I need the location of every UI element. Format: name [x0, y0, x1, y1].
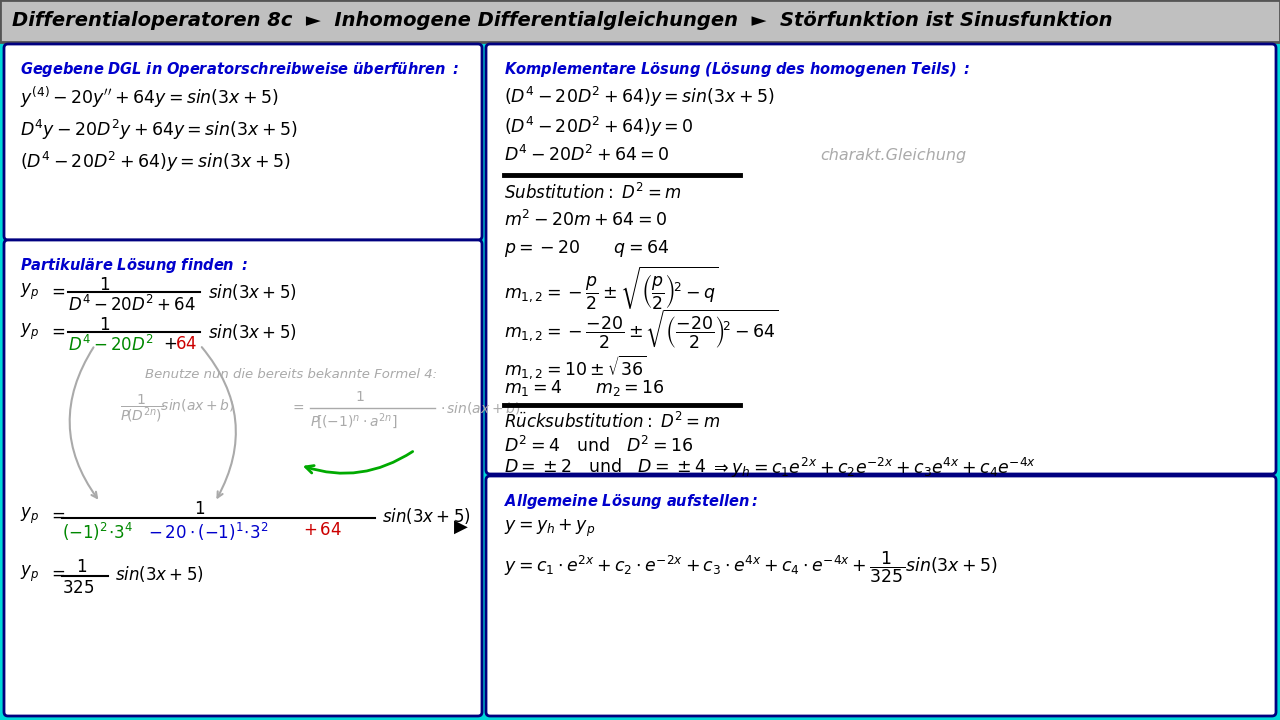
Text: $sin(3x+5)$: $sin(3x+5)$: [207, 322, 297, 342]
Text: $y_p$: $y_p$: [20, 282, 40, 302]
Text: $\left(D^4-20D^2+64\right)y=sin(3x+5)$: $\left(D^4-20D^2+64\right)y=sin(3x+5)$: [20, 150, 291, 174]
Text: $sin(3x+5)$: $sin(3x+5)$: [207, 282, 297, 302]
Text: $y_p$: $y_p$: [20, 322, 40, 342]
Text: $\left(D^4-20D^2+64\right)y=0$: $\left(D^4-20D^2+64\right)y=0$: [504, 115, 694, 139]
Text: $1$: $1$: [100, 316, 110, 334]
Text: $D^4-20D^2$: $D^4-20D^2$: [68, 335, 154, 355]
Text: $Substitution:\ D^2=m$: $Substitution:\ D^2=m$: [504, 183, 681, 203]
Text: $m_{1,2}=-\dfrac{-20}{2}\pm\sqrt{\left(\dfrac{-20}{2}\right)^{\!2}-64}$: $m_{1,2}=-\dfrac{-20}{2}\pm\sqrt{\left(\…: [504, 308, 778, 351]
Text: $\left(D^4-20D^2+64\right)y=sin(3x+5)$: $\left(D^4-20D^2+64\right)y=sin(3x+5)$: [504, 85, 774, 109]
Text: $\bfit{Komplementare\ L\ddot{o}sung\ (L\ddot{o}sung\ des\ homogenen\ Teils)\ :}$: $\bfit{Komplementare\ L\ddot{o}sung\ (L\…: [504, 60, 970, 80]
Text: $\bfit{Partikul\ddot{a}re\ L\ddot{o}sung\ finden\ :}$: $\bfit{Partikul\ddot{a}re\ L\ddot{o}sung…: [20, 256, 248, 276]
Text: $D^4-20D^2+64=0$: $D^4-20D^2+64=0$: [504, 145, 669, 165]
Text: $D^4-20D^2+64$: $D^4-20D^2+64$: [68, 295, 196, 315]
Text: $y_p$: $y_p$: [20, 564, 40, 584]
Text: $=$: $=$: [49, 564, 65, 582]
Text: $-\,20\cdot(-1)^1\!\cdot\!3^2$: $-\,20\cdot(-1)^1\!\cdot\!3^2$: [148, 521, 269, 543]
Text: $=$: $=$: [49, 322, 65, 340]
Text: $m_{1,2}=-\dfrac{p}{2}\pm\sqrt{\left(\dfrac{p}{2}\right)^{\!2}-q}$: $m_{1,2}=-\dfrac{p}{2}\pm\sqrt{\left(\df…: [504, 265, 718, 312]
Text: $D=\pm2\quad\mathrm{und}\quad D=\pm4$: $D=\pm2\quad\mathrm{und}\quad D=\pm4$: [504, 458, 707, 476]
FancyArrowPatch shape: [306, 451, 412, 473]
Text: Benutze nun die bereits bekannte Formel 4:: Benutze nun die bereits bekannte Formel …: [145, 368, 438, 381]
Text: $\bfit{Gegebene\ DGL\ in\ Operatorschreibweise\ \ddot{u}berf\ddot{u}hren\ :}$: $\bfit{Gegebene\ DGL\ in\ Operatorschrei…: [20, 60, 460, 80]
Text: $y=c_1\cdot e^{2x}+c_2\cdot e^{-2x}+c_3\cdot e^{4x}+c_4\cdot e^{-4x}+\dfrac{1}{3: $y=c_1\cdot e^{2x}+c_2\cdot e^{-2x}+c_3\…: [504, 550, 998, 585]
Text: $sin(3x+5)$: $sin(3x+5)$: [115, 564, 204, 584]
Text: $=$: $=$: [291, 400, 305, 414]
Text: $y=y_h+y_p$: $y=y_h+y_p$: [504, 518, 595, 539]
Text: $y_p$: $y_p$: [20, 506, 40, 526]
Text: $\cdot\,sin(ax+b)$: $\cdot\,sin(ax+b)$: [440, 400, 521, 416]
Text: $1$: $1$: [100, 276, 110, 294]
Text: $\blacktriangleright$: $\blacktriangleright$: [451, 518, 470, 536]
Text: $+\,64$: $+\,64$: [303, 521, 342, 539]
Text: $sin(3x+5)$: $sin(3x+5)$: [381, 506, 471, 526]
Text: $m_1=4\qquad m_2=16$: $m_1=4\qquad m_2=16$: [504, 378, 664, 398]
FancyBboxPatch shape: [486, 44, 1276, 474]
FancyBboxPatch shape: [486, 476, 1276, 716]
FancyBboxPatch shape: [4, 240, 483, 716]
Text: $p=-20\qquad q=64$: $p=-20\qquad q=64$: [504, 238, 669, 259]
Text: charakt.Gleichung: charakt.Gleichung: [820, 148, 966, 163]
Text: $\Rightarrow y_h=c_1e^{2x}+c_2e^{-2x}+c_3e^{4x}+c_4e^{-4x}$: $\Rightarrow y_h=c_1e^{2x}+c_2e^{-2x}+c_…: [710, 456, 1036, 480]
Text: $+$: $+$: [163, 335, 177, 353]
Text: $1$: $1$: [195, 500, 206, 518]
FancyBboxPatch shape: [4, 44, 483, 240]
Text: $=$: $=$: [49, 282, 65, 300]
Text: $325$: $325$: [61, 579, 95, 597]
Text: $1$: $1$: [355, 390, 365, 404]
Text: $m_{1,2}=10\pm\sqrt{36}$: $m_{1,2}=10\pm\sqrt{36}$: [504, 353, 646, 381]
Text: $y^{(4)}-20y''+64y=sin(3x+5)$: $y^{(4)}-20y''+64y=sin(3x+5)$: [20, 85, 279, 110]
Text: $D^2=4\quad\mathrm{und}\quad D^2=16$: $D^2=4\quad\mathrm{und}\quad D^2=16$: [504, 436, 694, 456]
Text: $64$: $64$: [175, 335, 197, 353]
Text: $=$: $=$: [49, 506, 65, 524]
Text: $P\!\left[(-1)^n\cdot a^{2n}\right]$: $P\!\left[(-1)^n\cdot a^{2n}\right]$: [310, 411, 398, 431]
Bar: [0, 0, 1280, 42]
Text: $\bfit{Allgemeine\ L\ddot{o}sung\ aufstellen:}$: $\bfit{Allgemeine\ L\ddot{o}sung\ aufste…: [504, 492, 758, 512]
Text: $D^4y-20D^2y+64y=sin(3x+5)$: $D^4y-20D^2y+64y=sin(3x+5)$: [20, 118, 297, 142]
Text: $\dfrac{1}{P\!\left(D^{2n}\right)}\!sin(ax+b)$: $\dfrac{1}{P\!\left(D^{2n}\right)}\!sin(…: [120, 392, 234, 424]
Text: $R\ddot{u}cksubstitution:\ D^2=m$: $R\ddot{u}cksubstitution:\ D^2=m$: [504, 412, 721, 432]
Text: $1$: $1$: [77, 558, 87, 576]
Text: Differentialoperatoren 8c  ►  Inhomogene Differentialgleichungen  ►  Störfunktio: Differentialoperatoren 8c ► Inhomogene D…: [12, 12, 1112, 30]
Text: $(-1)^2\!\cdot\!3^4$: $(-1)^2\!\cdot\!3^4$: [61, 521, 133, 543]
Text: $m^2-20m+64=0$: $m^2-20m+64=0$: [504, 210, 667, 230]
